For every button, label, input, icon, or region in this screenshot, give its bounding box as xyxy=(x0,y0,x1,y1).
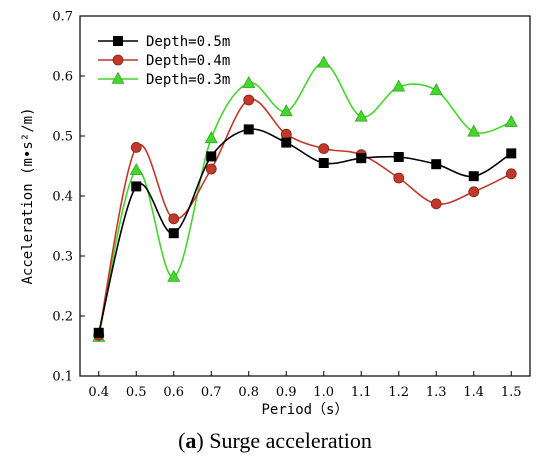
y-tick-label: 0.7 xyxy=(52,10,73,25)
data-point xyxy=(504,114,518,127)
data-point xyxy=(468,186,480,198)
data-point xyxy=(506,148,517,159)
x-tick-label: 1.0 xyxy=(313,385,334,400)
data-point xyxy=(281,137,292,148)
data-point xyxy=(206,151,217,162)
data-point xyxy=(279,104,293,117)
series-line xyxy=(97,61,512,338)
y-tick-label: 0.2 xyxy=(52,310,73,325)
plot-frame xyxy=(79,15,531,377)
data-point xyxy=(318,143,330,155)
data-point xyxy=(242,75,256,88)
data-point xyxy=(317,55,331,68)
data-point xyxy=(168,228,179,239)
series-line xyxy=(97,128,512,333)
caption-label: a xyxy=(185,428,197,453)
data-point xyxy=(93,327,104,338)
data-point xyxy=(356,153,367,164)
data-point xyxy=(505,168,517,180)
legend-entry: Depth=0.4m xyxy=(146,53,230,69)
data-point xyxy=(431,159,442,170)
series-1 xyxy=(93,124,517,338)
y-axis-label-group: Acceleration (m•s²/m) xyxy=(20,107,36,284)
data-point xyxy=(354,109,368,122)
data-point xyxy=(129,162,143,175)
data-point xyxy=(429,83,443,96)
data-point xyxy=(393,172,405,184)
data-point xyxy=(205,163,217,175)
y-tick-label: 0.1 xyxy=(52,370,73,385)
y-axis-label: Acceleration (m•s²/m) xyxy=(20,107,36,284)
chart: Acceleration (m•s²/m) Period（s） 0.1 0.2 0.… xyxy=(20,10,531,418)
data-point xyxy=(131,181,142,192)
y-tick-label: 0.5 xyxy=(52,130,73,145)
y-tick-label: 0.6 xyxy=(52,70,73,85)
legend-entry: Depth=0.5m xyxy=(146,34,230,50)
legend: Depth=0.5m Depth=0.4m Depth=0.3m xyxy=(98,34,230,88)
data-point xyxy=(130,141,142,153)
series-3 xyxy=(92,55,518,342)
legend-entry: Depth=0.3m xyxy=(146,72,230,88)
x-tick-label: 0.9 xyxy=(276,385,297,400)
y-tick-label: 0.3 xyxy=(52,250,73,265)
x-tick-label: 1.1 xyxy=(351,385,372,400)
legend-marker xyxy=(111,71,125,84)
legend-marker xyxy=(112,54,124,66)
x-tick-label: 0.6 xyxy=(163,385,184,400)
x-tick-label: 1.3 xyxy=(426,385,447,400)
data-point xyxy=(318,158,329,168)
x-tick-label: 1.4 xyxy=(463,385,484,400)
data-point xyxy=(168,213,180,225)
series-2 xyxy=(93,94,517,341)
data-point xyxy=(467,124,481,137)
x-axis-label: Period（s） xyxy=(261,402,348,418)
x-tick-label: 0.4 xyxy=(88,385,109,400)
x-tick-label: 0.5 xyxy=(126,385,147,400)
data-point xyxy=(243,124,254,135)
x-tick-label: 0.7 xyxy=(201,385,222,400)
x-tick-label: 1.5 xyxy=(501,385,522,400)
data-point xyxy=(468,171,479,182)
caption-text: Surge acceleration xyxy=(209,428,372,453)
data-point xyxy=(392,79,406,92)
data-point xyxy=(167,269,181,282)
x-tick-label: 0.8 xyxy=(238,385,259,400)
figure-caption: (a) Surge acceleration xyxy=(178,428,372,453)
y-tick-label: 0.4 xyxy=(52,190,73,205)
data-point xyxy=(243,94,255,106)
x-tick-label: 1.2 xyxy=(388,385,409,400)
data-point xyxy=(430,198,442,210)
data-point xyxy=(393,152,404,162)
legend-marker xyxy=(113,36,123,46)
data-point xyxy=(204,131,218,144)
